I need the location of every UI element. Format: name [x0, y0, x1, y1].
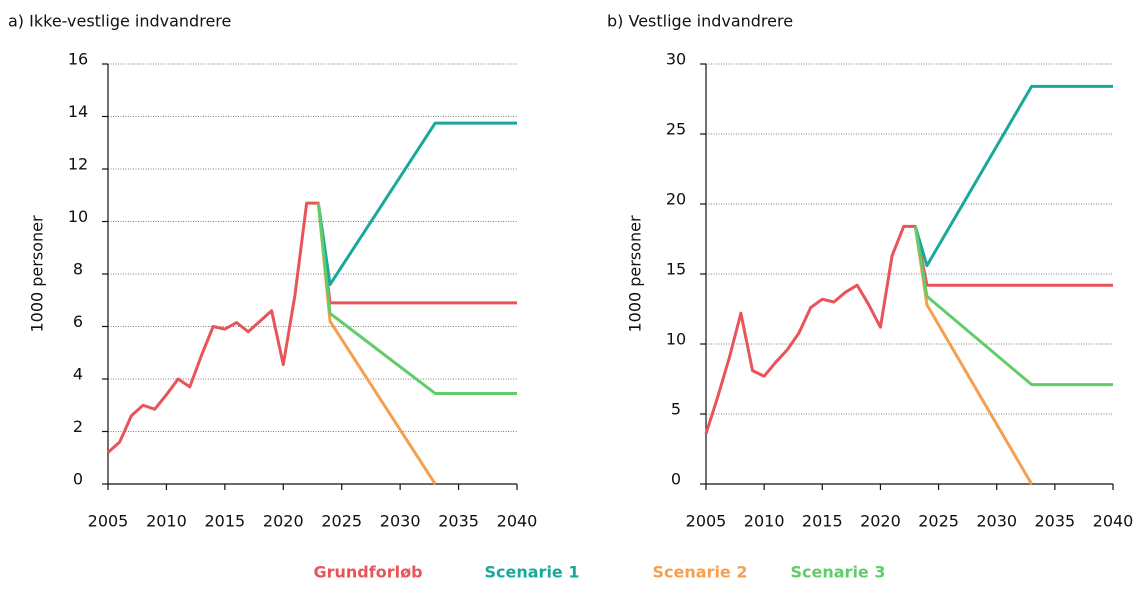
y-tick-label: 6	[73, 312, 83, 331]
x-tick-label: 2015	[802, 512, 843, 531]
x-tick-label: 2020	[263, 512, 304, 531]
x-tick-label: 2035	[1034, 512, 1075, 531]
y-tick-label: 16	[68, 50, 88, 69]
series-line	[913, 226, 1113, 387]
y-tick-label: 2	[73, 417, 83, 436]
x-tick-label: 2035	[438, 512, 479, 531]
y-tick-label: 0	[671, 470, 681, 489]
x-tick-label: 2025	[918, 512, 959, 531]
x-tick-label: 2005	[686, 512, 727, 531]
y-tick-label: 4	[73, 365, 83, 384]
series-line	[316, 121, 517, 286]
series-line	[106, 201, 517, 454]
x-tick-label: 2040	[497, 512, 538, 531]
y-tick-label: 15	[666, 260, 686, 279]
legend-entry: Scenarie 1	[485, 563, 580, 582]
series-line	[913, 226, 1033, 485]
y-tick-label: 5	[671, 400, 681, 419]
y-tick-label: 10	[666, 330, 686, 349]
legend-entry: Grundforløb	[313, 563, 422, 582]
legend-entry: Scenarie 2	[653, 563, 748, 582]
y-tick-label: 12	[68, 155, 88, 174]
series-line	[316, 202, 517, 395]
y-tick-label: 30	[666, 50, 686, 69]
legend-entry: Scenarie 3	[791, 563, 886, 582]
y-tick-label: 20	[666, 190, 686, 209]
x-tick-label: 2030	[976, 512, 1017, 531]
x-tick-label: 2040	[1093, 512, 1134, 531]
y-tick-label: 25	[666, 120, 686, 139]
y-tick-label: 0	[73, 470, 83, 489]
y-axis-label: 1000 personer	[28, 215, 47, 332]
y-tick-label: 14	[68, 102, 88, 121]
x-tick-label: 2030	[380, 512, 421, 531]
x-tick-label: 2015	[204, 512, 245, 531]
x-tick-label: 2010	[146, 512, 187, 531]
x-tick-label: 2025	[321, 512, 362, 531]
chart-title: a) Ikke-vestlige indvandrere	[8, 12, 231, 31]
y-axis-label: 1000 personer	[626, 215, 645, 332]
x-tick-label: 2010	[744, 512, 785, 531]
chart-title: b) Vestlige indvandrere	[607, 12, 793, 31]
series-line	[316, 202, 437, 485]
y-tick-label: 10	[68, 207, 88, 226]
x-tick-label: 2005	[88, 512, 129, 531]
y-tick-label: 8	[73, 260, 83, 279]
series-line	[704, 224, 1113, 435]
series-line	[913, 84, 1113, 268]
x-tick-label: 2020	[860, 512, 901, 531]
